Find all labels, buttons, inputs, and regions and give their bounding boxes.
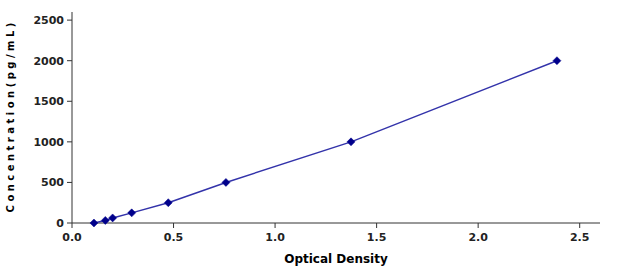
y-tick xyxy=(67,141,72,142)
x-tick xyxy=(72,223,73,228)
x-tick-label: 1.5 xyxy=(367,231,387,244)
marker xyxy=(222,178,230,186)
y-tick xyxy=(67,182,72,183)
y-tick xyxy=(67,60,72,61)
y-axis-label: C o n c e n t r a t i o n ( p g / m L ) xyxy=(5,23,16,213)
y-tick-label: 2000 xyxy=(33,55,64,68)
x-tick xyxy=(478,223,479,228)
line xyxy=(94,61,557,223)
x-tick-label: 2.0 xyxy=(468,231,488,244)
y-tick xyxy=(67,223,72,224)
x-tick-label: 0.5 xyxy=(164,231,184,244)
y-tick-label: 2500 xyxy=(33,14,64,27)
x-tick xyxy=(275,223,276,228)
x-tick-label: 1.0 xyxy=(265,231,285,244)
x-tick-label: 2.5 xyxy=(570,231,590,244)
y-tick-label: 1500 xyxy=(33,95,64,108)
x-axis-label: Optical Density xyxy=(284,252,388,266)
marker xyxy=(553,57,561,65)
chart: 0.0 0.5 1.0 1.5 2.0 2.5 0 500 1000 1500 2000 2500 Op… xyxy=(0,0,618,271)
y-tick-label: 500 xyxy=(41,176,64,189)
y-tick-label: 0 xyxy=(56,217,64,230)
marker xyxy=(164,199,172,207)
plot-data xyxy=(90,57,561,227)
marker xyxy=(90,219,98,227)
marker xyxy=(101,216,109,224)
marker xyxy=(128,209,136,217)
y-tick-label: 1000 xyxy=(33,136,64,149)
x-tick xyxy=(173,223,174,228)
marker xyxy=(109,214,117,222)
y-tick xyxy=(67,20,72,21)
chart-container: 0.0 0.5 1.0 1.5 2.0 2.5 0 500 1000 1500 2000 2500 Op… xyxy=(0,0,618,271)
x-axis-line xyxy=(72,223,600,224)
marker xyxy=(347,138,355,146)
y-tick xyxy=(67,101,72,102)
y-axis-line xyxy=(72,12,73,223)
x-tick-label: 0.0 xyxy=(62,231,82,244)
x-tick xyxy=(579,223,580,228)
axes: 0.0 0.5 1.0 1.5 2.0 2.5 0 500 1000 1500 2000 2500 xyxy=(33,12,600,244)
x-tick xyxy=(376,223,377,228)
